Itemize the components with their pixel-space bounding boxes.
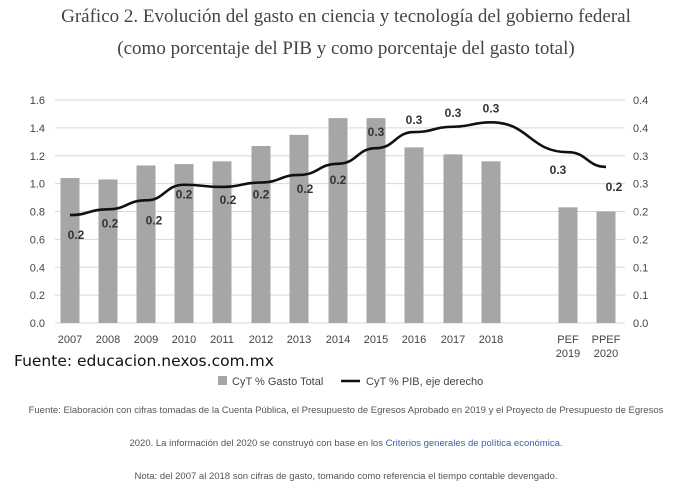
y-right-tick-label: 0.4 [633,123,648,135]
x-tick-label: 2017 [441,334,465,346]
bar [558,207,578,323]
footnote-2020-end: . [559,438,563,449]
y-right-tick-label: 0.3 [633,179,648,191]
axes: 0.00.20.40.60.81.01.21.41.60.00.10.10.20… [30,95,649,360]
bar [366,118,386,324]
y-right-tick-label: 0.0 [633,318,648,330]
line-data-label: 0.2 [606,180,623,194]
bar [60,178,80,323]
y-left-tick-label: 1.2 [30,151,45,163]
y-left-tick-label: 0.8 [30,207,45,219]
bar [481,161,501,323]
x-tick-label: 2018 [479,334,503,346]
y-right-tick-label: 0.2 [633,207,648,219]
line-data-label: 0.2 [146,213,163,227]
x-tick-label: 2008 [96,334,120,346]
footnote-2020-text: 2020. La información del 2020 se constru… [129,438,383,449]
footnote-note: Nota: del 2007 al 2018 son cifras de gas… [134,471,558,482]
line-path [69,120,607,217]
x-tick-label: 2013 [287,334,311,346]
source-overlay: Fuente: educacion.nexos.com.mx [14,352,274,370]
bar [212,161,232,323]
line-data-label: 0.3 [368,125,385,139]
x-tick-label: 2010 [172,334,196,346]
line-data-label: 0.2 [253,188,270,202]
x-tick-label: 2016 [402,334,426,346]
x-tick-label: 2009 [134,334,158,346]
y-right-tick-label: 0.1 [633,290,648,302]
x-tick-label: 2019 [556,348,580,360]
y-left-tick-label: 1.6 [30,95,45,107]
y-right-tick-label: 0.3 [633,151,648,163]
chart: 0.2 0.2 0.2 0.2 0.2 0.2 0.2 0.2 0.3 0.3 0.3 0.3 0.3 0… [30,95,649,388]
x-tick-label: 2014 [326,334,350,346]
x-tick-label: 2011 [210,334,234,346]
y-left-tick-label: 0.4 [30,262,45,274]
line-data-label: 0.2 [102,216,119,230]
line-data-label: 0.3 [483,101,500,115]
footnote-source: Fuente: Elaboración con cifras tomadas d… [28,405,664,416]
y-right-tick-label: 0.4 [633,95,648,107]
bar [404,147,424,323]
y-right-tick-label: 0.1 [633,262,648,274]
line-data-label: 0.2 [297,182,314,196]
bar [289,134,309,323]
y-left-tick-label: 0.0 [30,318,45,330]
legend-line-label: CyT % PIB, eje derecho [366,376,483,388]
bar [596,211,616,323]
line-data-label: 0.2 [68,228,85,242]
chart-title-line2: (como porcentaje del PIB y como porcenta… [117,38,575,59]
bar [328,118,348,324]
criterios-link[interactable]: Criterios generales de política económic… [385,438,560,449]
legend-bar-swatch [218,376,227,385]
line-data-label: 0.3 [550,163,567,177]
line-data-label: 0.3 [406,113,423,127]
x-tick-label: 2012 [249,334,273,346]
y-left-tick-label: 1.0 [30,179,45,191]
y-right-tick-label: 0.2 [633,234,648,246]
bar [98,179,118,323]
bar [443,154,463,323]
line-series [69,120,607,217]
x-tick-label: 2020 [594,348,618,360]
x-tick-label: PPEF [592,334,621,346]
x-tick-label: PEF [557,334,579,346]
line-data-label: 0.3 [445,106,462,120]
x-tick-label: 2015 [364,334,388,346]
legend: CyT % Gasto Total CyT % PIB, eje derecho [218,376,483,388]
footnote-2020: 2020. La información del 2020 se constru… [0,438,692,449]
line-data-label: 0.2 [176,188,193,202]
y-left-tick-label: 0.2 [30,290,45,302]
line-data-labels: 0.2 0.2 0.2 0.2 0.2 0.2 0.2 0.2 0.3 0.3 0.3 0.3 0.3 0… [68,101,623,242]
chart-title-line1: Gráfico 2. Evolución del gasto en cienci… [61,6,631,27]
x-tick-label: 2007 [58,334,82,346]
bar [174,164,194,323]
bar [251,145,271,323]
line-data-label: 0.2 [330,173,347,187]
line-data-label: 0.2 [220,193,237,207]
y-left-tick-label: 0.6 [30,234,45,246]
bar-series [60,118,616,324]
bar [136,165,156,323]
y-left-tick-label: 1.4 [30,123,45,135]
legend-bar-label: CyT % Gasto Total [232,376,323,388]
